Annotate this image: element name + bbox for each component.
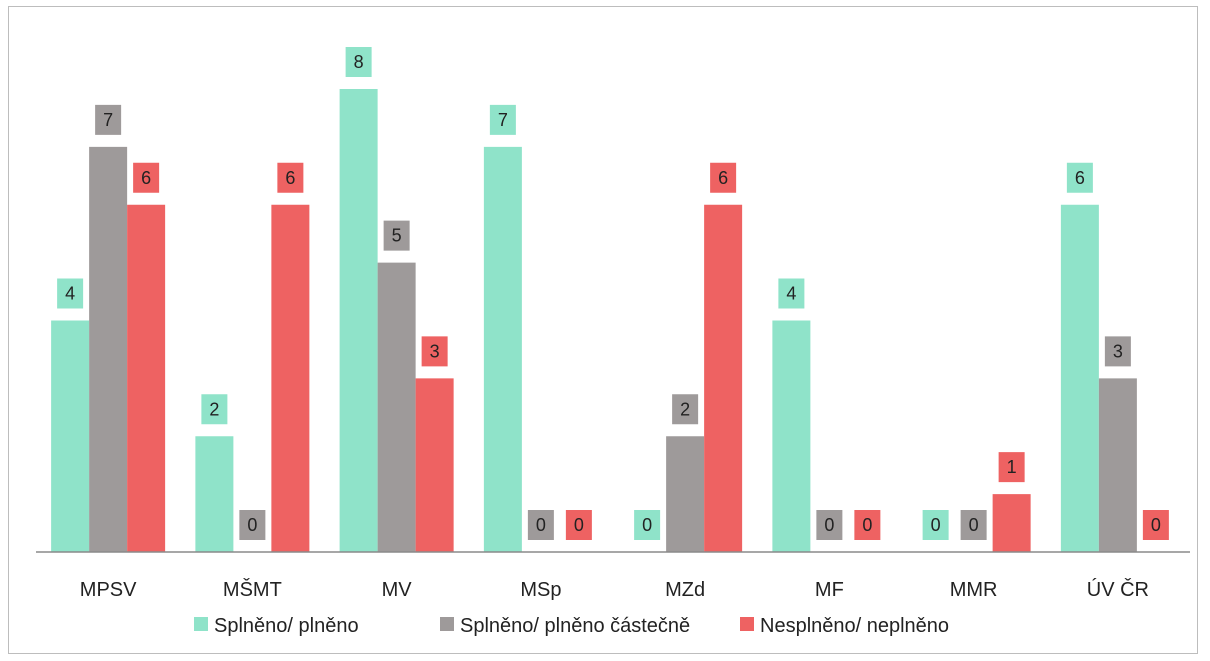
bar-MPSV-3 [127, 204, 166, 552]
legend-swatch [440, 617, 454, 631]
legend-label: Splněno/ plněno [214, 615, 359, 637]
bar-MPSV-1 [51, 320, 90, 552]
data-label-box [421, 336, 448, 367]
bar-MZd-2 [666, 436, 705, 552]
data-label-box [527, 510, 554, 540]
bar-MPSV-2 [89, 146, 128, 552]
bar-MF-1 [772, 320, 811, 552]
x-tick-label: MSp [520, 579, 561, 601]
bar-MMR-3 [992, 494, 1031, 552]
data-label-box [57, 278, 84, 309]
legend-label: Nesplněno/ neplněno [760, 615, 949, 637]
data-label: 6 [141, 168, 151, 188]
legend-swatch [740, 617, 754, 631]
data-label-box [854, 510, 881, 540]
bar-MZd-3 [704, 204, 743, 552]
x-tick-label: ÚV ČR [1087, 578, 1149, 601]
x-tick-label: MF [815, 579, 844, 601]
data-label: 7 [103, 110, 113, 130]
data-label: 0 [1151, 515, 1161, 535]
data-label-box [95, 104, 122, 135]
data-label-box [816, 510, 843, 540]
data-label: 1 [1007, 457, 1017, 477]
x-tick-label: MZd [665, 579, 705, 601]
data-label-box [922, 510, 949, 540]
data-label: 6 [1075, 168, 1085, 188]
bar-MV-2 [377, 262, 416, 552]
data-label-box [778, 278, 805, 309]
data-label: 0 [574, 515, 584, 535]
x-tick-label: MPSV [80, 579, 137, 601]
data-label: 0 [247, 515, 257, 535]
data-label-box [998, 452, 1025, 483]
data-label: 0 [536, 515, 546, 535]
bar-MV-3 [415, 378, 454, 552]
data-label: 2 [680, 399, 690, 419]
data-label: 4 [65, 284, 75, 304]
x-tick-label: MMR [950, 579, 998, 601]
data-label-box [345, 47, 372, 77]
data-label-box [383, 220, 410, 251]
data-label: 8 [354, 52, 364, 72]
data-label: 3 [430, 341, 440, 361]
data-label: 4 [786, 284, 796, 304]
data-label-box [565, 510, 592, 540]
data-label: 7 [498, 110, 508, 130]
bar-MSp-1 [483, 146, 522, 552]
data-label: 6 [718, 168, 728, 188]
x-tick-label: MV [382, 579, 413, 601]
data-label-box [634, 510, 661, 540]
data-label-box [672, 394, 699, 425]
data-label: 2 [209, 399, 219, 419]
data-label: 0 [969, 515, 979, 535]
data-label-box [133, 162, 160, 193]
x-tick-label: MŠMT [223, 578, 282, 601]
data-label-box [960, 510, 987, 540]
data-label: 3 [1113, 341, 1123, 361]
data-label: 0 [824, 515, 834, 535]
data-label-box [201, 394, 228, 425]
data-label: 5 [392, 226, 402, 246]
data-label-box [239, 510, 266, 540]
data-label-box [710, 162, 737, 193]
bar-MŠMT-3 [271, 204, 310, 552]
data-label-box [1066, 162, 1093, 193]
bar-ÚV ČR-2 [1098, 378, 1137, 552]
bar-MŠMT-1 [195, 436, 234, 552]
data-label: 0 [642, 515, 652, 535]
data-label-box [277, 162, 304, 193]
data-label-box [489, 104, 516, 135]
data-label: 0 [862, 515, 872, 535]
legend-label: Splněno/ plněno částečně [460, 615, 690, 637]
data-label: 6 [285, 168, 295, 188]
bar-ÚV ČR-1 [1060, 204, 1099, 552]
data-label-box [1104, 336, 1131, 367]
data-label-box [1142, 510, 1169, 540]
legend-swatch [194, 617, 208, 631]
data-label: 0 [931, 515, 941, 535]
bar-MV-1 [339, 89, 378, 552]
